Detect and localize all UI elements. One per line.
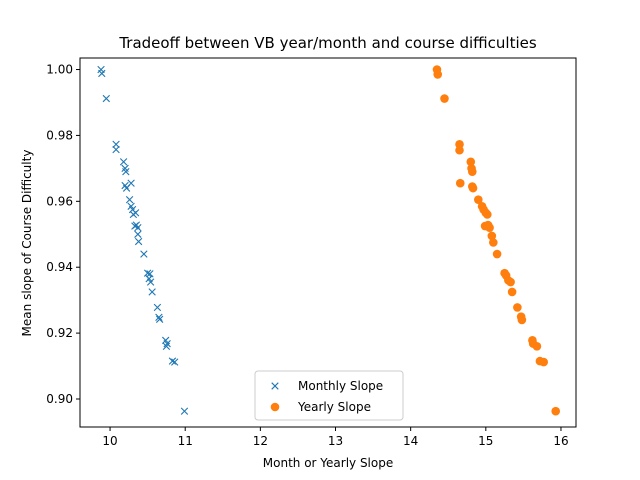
data-point-circle-marker	[433, 70, 443, 79]
data-point-x-marker	[153, 303, 162, 312]
data-point-circle-marker	[487, 231, 497, 241]
data-point-x-marker	[146, 278, 155, 286]
legend: Monthly Slope Yearly Slope	[254, 370, 404, 421]
series-layer	[97, 65, 561, 416]
legend-box	[254, 370, 404, 421]
data-point-circle-marker	[455, 178, 465, 188]
data-point-x-marker	[140, 250, 148, 258]
x-axis-label: Month or Yearly Slope	[263, 456, 393, 470]
data-point-circle-marker	[455, 145, 464, 155]
data-point-circle-marker	[507, 287, 517, 297]
data-point-x-marker	[98, 69, 106, 78]
y-tick-label: 0.94	[46, 260, 73, 274]
x-axis: 10 11 12 13 14 15 16	[102, 427, 569, 448]
x-tick-label: 10	[102, 434, 117, 448]
data-point-x-marker	[134, 230, 142, 238]
series-yearly-slope	[432, 65, 561, 416]
data-point-circle-marker	[474, 195, 483, 204]
legend-label: Monthly Slope	[298, 379, 383, 393]
data-point-x-marker	[163, 339, 171, 348]
y-tick-label: 0.92	[46, 326, 73, 340]
legend-x-marker	[271, 382, 279, 390]
data-point-circle-marker	[489, 238, 498, 247]
y-tick-label: 0.90	[46, 392, 73, 406]
data-point-x-marker	[171, 358, 179, 366]
data-point-circle-marker	[483, 210, 492, 219]
data-point-x-marker	[131, 209, 140, 217]
data-point-circle-marker	[492, 249, 502, 259]
data-point-x-marker	[122, 167, 130, 176]
y-tick-label: 0.96	[46, 194, 73, 208]
data-point-x-marker	[155, 313, 163, 321]
data-point-x-marker	[134, 223, 142, 232]
data-point-circle-marker	[517, 315, 527, 325]
x-tick-label: 13	[328, 434, 343, 448]
x-tick-label: 11	[178, 434, 193, 448]
data-point-x-marker	[134, 237, 143, 246]
y-tick-label: 1.00	[46, 63, 73, 77]
data-point-x-marker	[148, 288, 156, 296]
x-tick-label: 12	[253, 434, 268, 448]
data-point-x-marker	[162, 342, 171, 350]
y-axis: 0.90 0.92 0.94 0.96 0.98 1.00	[46, 63, 80, 406]
data-point-x-marker	[127, 179, 135, 187]
y-axis-label: Mean slope of Course Difficulty	[20, 150, 34, 337]
data-point-x-marker	[102, 94, 110, 103]
x-tick-label: 16	[553, 434, 568, 448]
data-point-x-marker	[155, 315, 164, 323]
data-point-circle-marker	[468, 183, 478, 193]
legend-circle-marker	[270, 402, 280, 412]
data-point-x-marker	[143, 269, 152, 277]
data-point-x-marker	[112, 145, 120, 154]
data-point-circle-marker	[551, 406, 561, 416]
data-point-x-marker	[112, 140, 120, 149]
data-point-circle-marker	[485, 223, 494, 232]
data-point-circle-marker	[532, 341, 542, 351]
data-point-circle-marker	[506, 277, 515, 287]
x-tick-label: 14	[403, 434, 418, 448]
series-monthly-slope	[97, 65, 189, 415]
data-point-circle-marker	[513, 303, 522, 312]
y-tick-label: 0.98	[46, 128, 73, 142]
data-point-x-marker	[119, 158, 128, 166]
legend-label: Yearly Slope	[297, 400, 371, 414]
data-point-circle-marker	[455, 140, 464, 149]
axes-frame	[79, 57, 577, 428]
data-point-circle-marker	[440, 94, 449, 103]
data-point-circle-marker	[539, 357, 548, 367]
data-point-x-marker	[125, 195, 134, 204]
data-point-circle-marker	[467, 167, 477, 176]
data-point-x-marker	[180, 407, 189, 415]
x-tick-label: 15	[478, 434, 493, 448]
data-point-x-marker	[168, 357, 177, 365]
data-point-circle-marker	[466, 157, 476, 167]
chart-title: Tradeoff between VB year/month and cours…	[118, 34, 537, 52]
